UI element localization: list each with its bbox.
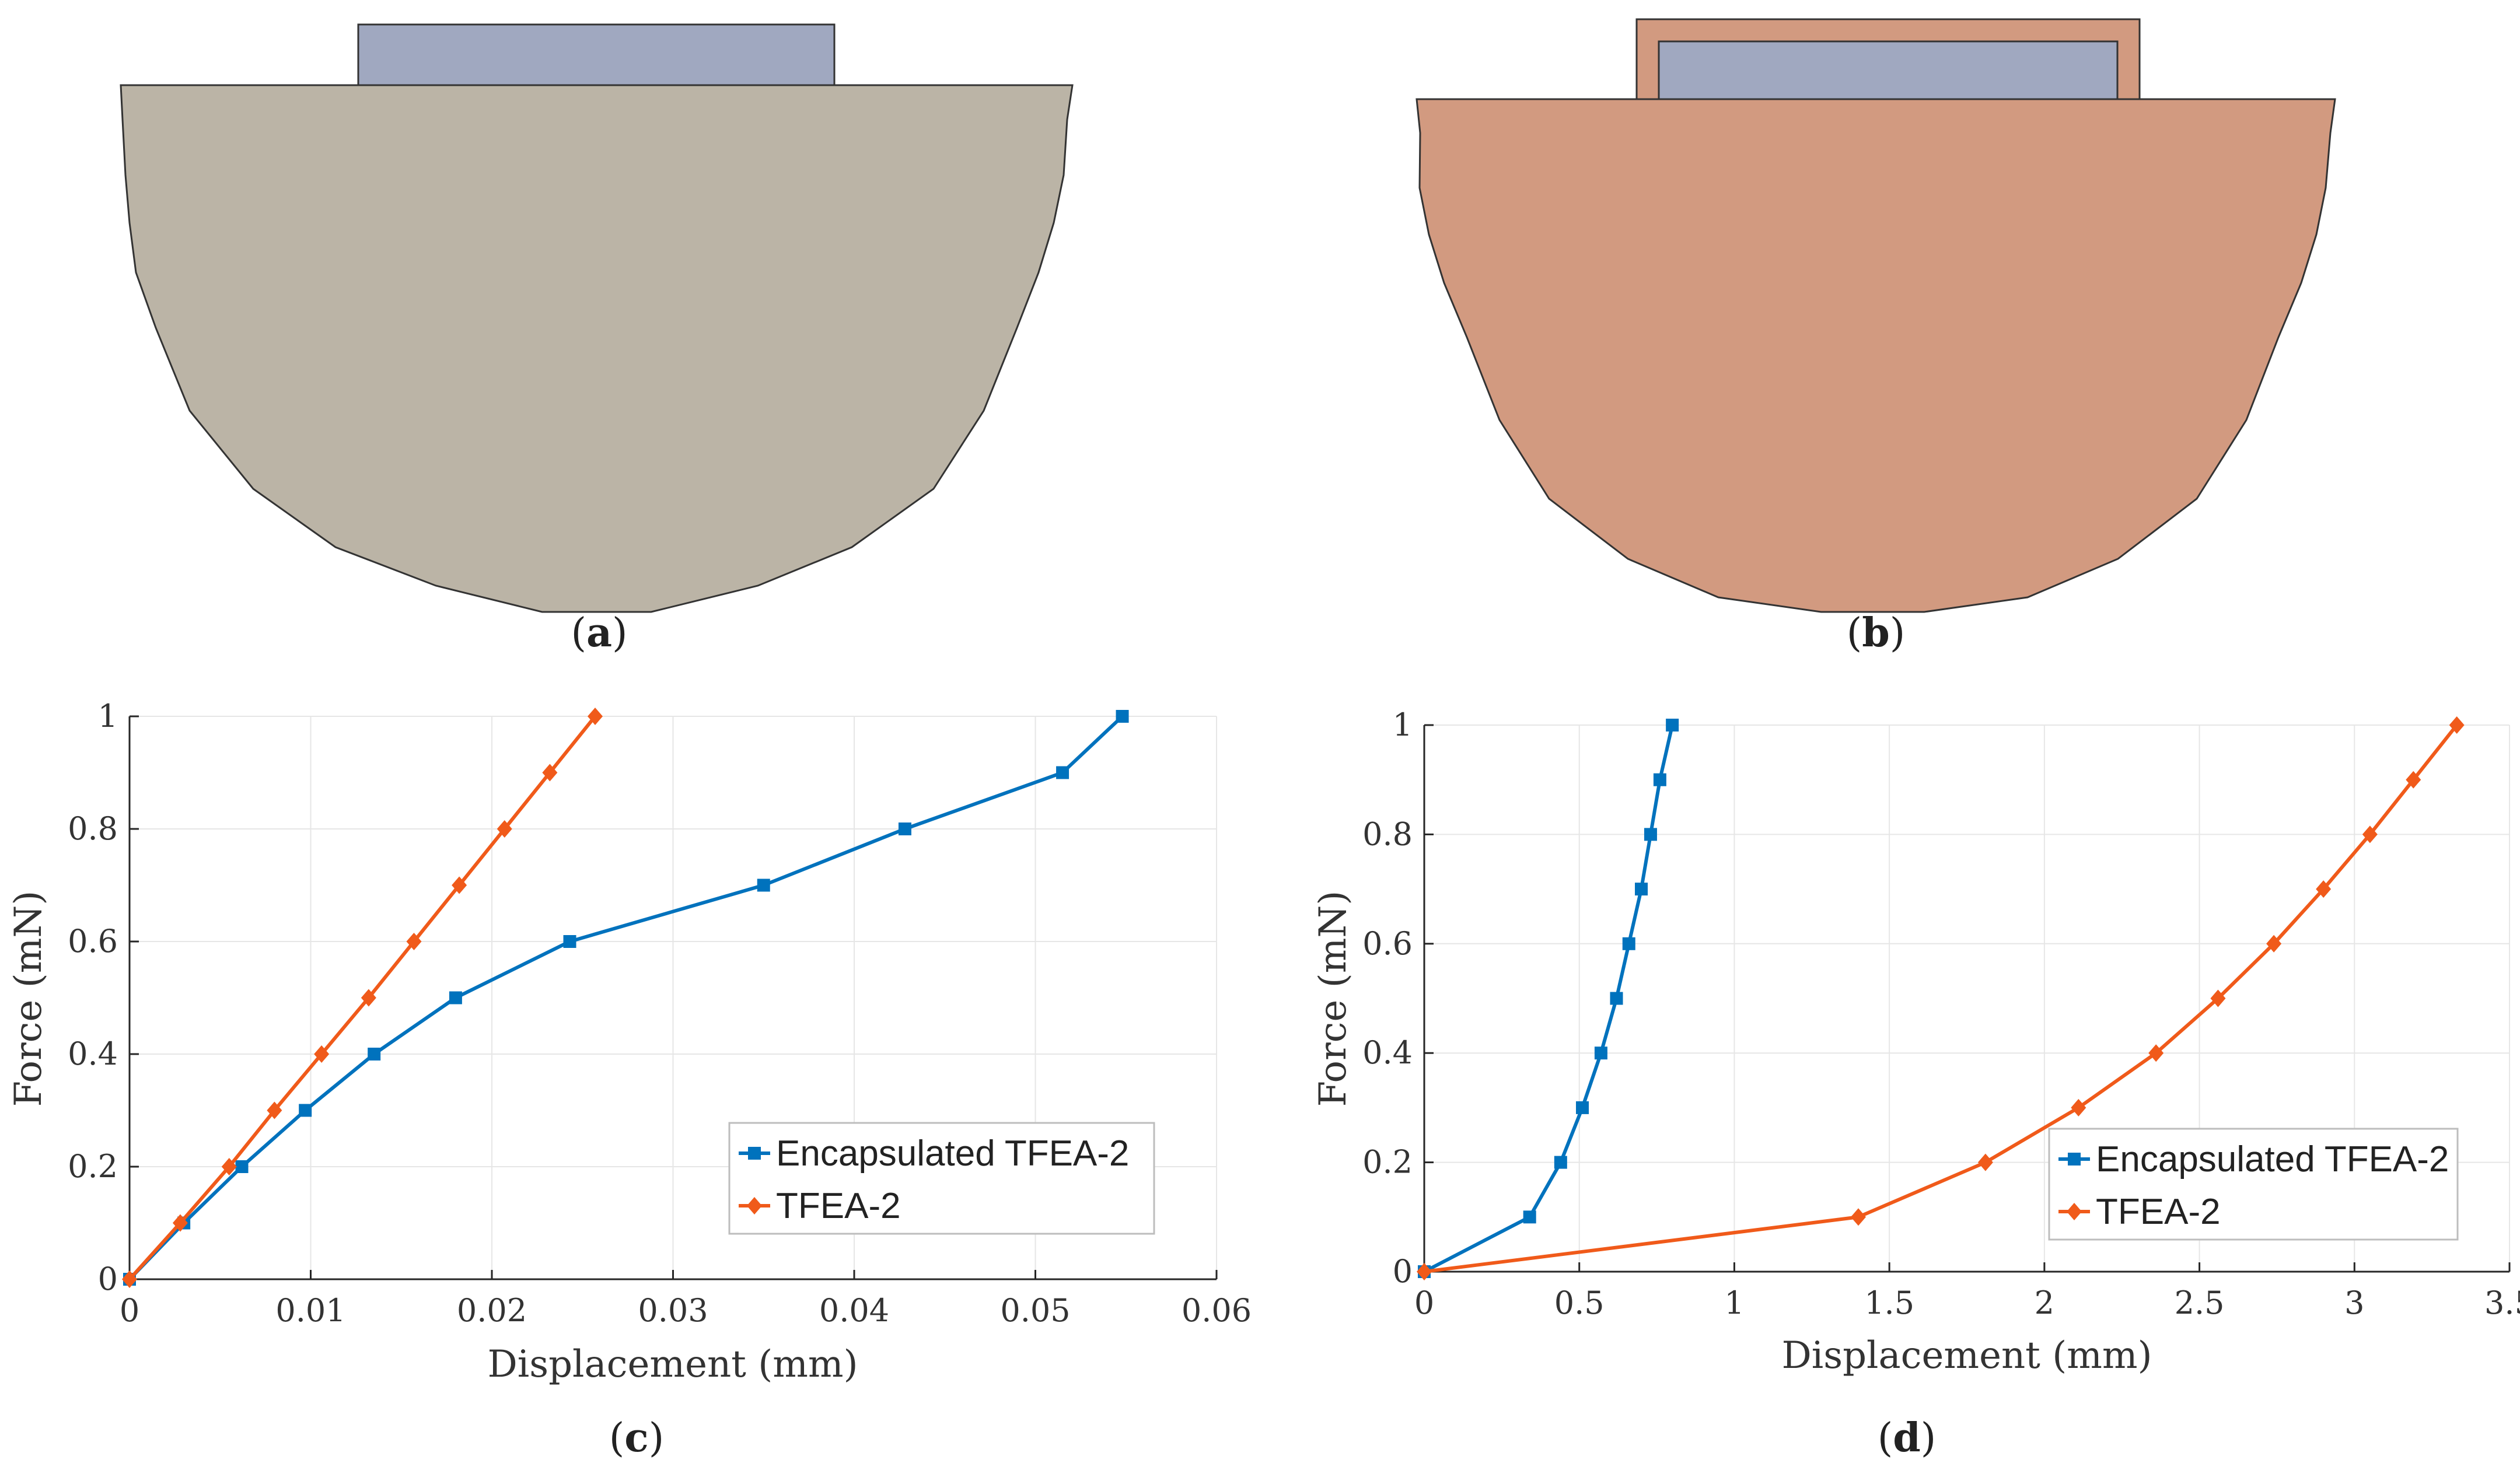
y-tick-label: 0.2 bbox=[68, 1148, 118, 1185]
data-point bbox=[757, 878, 770, 892]
data-point bbox=[1666, 719, 1679, 732]
legend-box bbox=[728, 1122, 1155, 1235]
data-point bbox=[406, 933, 422, 950]
data-point bbox=[563, 935, 576, 948]
y-tick-label: 1 bbox=[1393, 706, 1413, 743]
x-tick-label: 2.5 bbox=[2175, 1284, 2225, 1321]
data-point bbox=[1635, 883, 1648, 896]
data-point bbox=[1594, 1046, 1607, 1060]
panel-b: (b) bbox=[1415, 18, 2336, 656]
legend-swatch-marker bbox=[2067, 1203, 2082, 1220]
y-axis-label: Force (mN) bbox=[7, 891, 50, 1107]
data-point bbox=[2071, 1098, 2086, 1116]
data-point bbox=[314, 1045, 330, 1063]
x-tick-label: 0.06 bbox=[1182, 1292, 1252, 1329]
y-tick-label: 0.6 bbox=[1362, 925, 1413, 962]
data-point bbox=[452, 876, 467, 894]
data-point bbox=[122, 1270, 137, 1288]
y-tick-label: 0.4 bbox=[68, 1035, 118, 1072]
data-point bbox=[1644, 828, 1657, 841]
x-tick-label: 1.5 bbox=[1864, 1284, 1914, 1321]
x-axis-label: Displacement (mm) bbox=[1781, 1334, 2152, 1377]
y-tick-label: 0.8 bbox=[1362, 816, 1413, 852]
panel-a-caption: (a) bbox=[571, 610, 627, 656]
x-tick-label: 0.01 bbox=[275, 1292, 345, 1329]
x-tick-label: 0.5 bbox=[1554, 1284, 1605, 1321]
x-axis-label: Displacement (mm) bbox=[487, 1343, 858, 1386]
data-point bbox=[235, 1160, 249, 1173]
panel-a: (a) bbox=[120, 23, 1074, 656]
data-point bbox=[1056, 766, 1069, 779]
data-point bbox=[368, 1048, 381, 1060]
x-tick-label: 3.5 bbox=[2484, 1284, 2520, 1321]
series-line-0 bbox=[1423, 724, 1675, 1273]
x-tick-label: 0.03 bbox=[638, 1292, 708, 1329]
data-point bbox=[1523, 1210, 1536, 1224]
chart-c: 0 0.01 0.02 0.03 0.04 0.05 0.06 0 0.2 0.4 0.6 0.8 1 D… bbox=[7, 698, 1252, 1386]
legend-swatch-marker bbox=[2068, 1153, 2081, 1166]
legend-label: TFEA-2 bbox=[2096, 1192, 2221, 1232]
data-point bbox=[1653, 773, 1666, 786]
data-point bbox=[361, 989, 376, 1007]
y-tick-label: 0.2 bbox=[1362, 1144, 1413, 1181]
x-tick-label: 3 bbox=[2344, 1284, 2364, 1321]
data-point bbox=[587, 708, 603, 725]
panel-a-body bbox=[120, 84, 1074, 613]
data-point bbox=[221, 1158, 237, 1175]
x-tick-label: 0 bbox=[1414, 1284, 1434, 1321]
data-point bbox=[1116, 710, 1129, 723]
legend-label: Encapsulated TFEA-2 bbox=[2096, 1139, 2449, 1180]
data-point bbox=[1851, 1208, 1866, 1226]
x-tick-label: 1 bbox=[1724, 1284, 1744, 1321]
data-point bbox=[267, 1101, 282, 1119]
panel-b-body bbox=[1415, 98, 2336, 613]
legend-swatch-marker bbox=[748, 1147, 761, 1160]
panel-b-caption: (b) bbox=[1847, 610, 1906, 656]
data-point bbox=[497, 820, 512, 838]
x-tick-label: 0.05 bbox=[1000, 1292, 1070, 1329]
chart-d: 0 0.5 1 1.5 2 2.5 3 3.5 0 0.2 0.4 0.6 0.8 1 Displaceme… bbox=[1312, 706, 2520, 1377]
data-point bbox=[2148, 1044, 2164, 1062]
x-tick-label: 0 bbox=[120, 1292, 139, 1329]
data-point bbox=[2406, 771, 2421, 789]
data-point bbox=[2266, 935, 2282, 953]
data-point bbox=[1554, 1156, 1567, 1169]
legend-box bbox=[2048, 1128, 2459, 1241]
legend-label: TFEA-2 bbox=[776, 1186, 901, 1226]
legend-label: Encapsulated TFEA-2 bbox=[776, 1133, 1129, 1174]
data-point bbox=[2316, 880, 2332, 898]
x-tick-label: 0.04 bbox=[819, 1292, 889, 1329]
data-point bbox=[2449, 716, 2465, 734]
data-point bbox=[898, 822, 911, 835]
panel-d-caption: (d) bbox=[1878, 1415, 1937, 1461]
data-point bbox=[172, 1214, 188, 1232]
x-tick-label: 2 bbox=[2035, 1284, 2054, 1321]
y-tick-label: 0.4 bbox=[1362, 1034, 1413, 1071]
data-point bbox=[1977, 1153, 1993, 1171]
y-tick-label: 0.8 bbox=[68, 810, 118, 847]
data-point bbox=[449, 991, 462, 1005]
data-point bbox=[1417, 1263, 1432, 1280]
data-point bbox=[299, 1104, 312, 1117]
data-point bbox=[542, 764, 558, 782]
x-tick-label: 0.02 bbox=[457, 1292, 527, 1329]
y-axis-label: Force (mN) bbox=[1312, 891, 1355, 1107]
data-point bbox=[2362, 825, 2378, 844]
panel-b-plate bbox=[1658, 40, 2119, 102]
panel-a-plate bbox=[357, 23, 836, 86]
y-tick-label: 0 bbox=[98, 1261, 118, 1297]
panel-c-caption: (c) bbox=[609, 1415, 664, 1461]
data-point bbox=[1622, 937, 1635, 950]
data-point bbox=[1576, 1101, 1589, 1114]
y-tick-label: 0 bbox=[1393, 1253, 1413, 1290]
data-point bbox=[1610, 992, 1623, 1005]
legend-swatch-marker bbox=[747, 1197, 762, 1214]
data-point bbox=[2210, 989, 2226, 1007]
y-tick-label: 1 bbox=[98, 698, 118, 734]
y-tick-label: 0.6 bbox=[68, 923, 118, 960]
